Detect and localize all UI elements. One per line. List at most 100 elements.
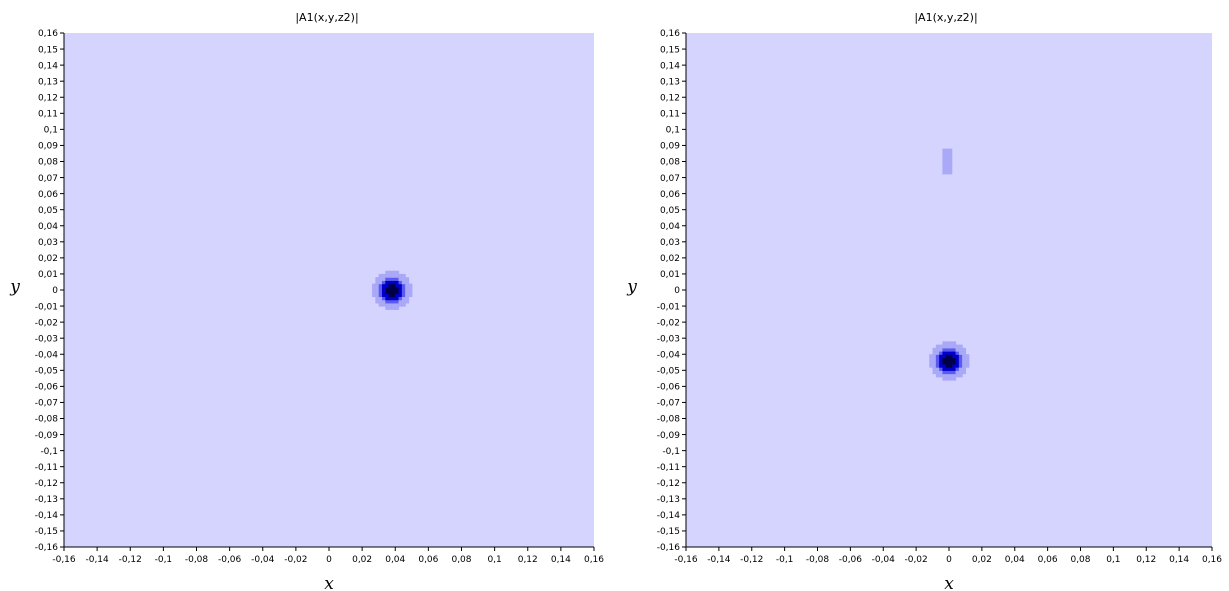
heatmap-cell <box>942 351 947 355</box>
heatmap-cell <box>391 277 396 281</box>
heatmap-cell <box>391 293 396 298</box>
heatmap-cell <box>401 299 406 304</box>
heatmap-cell <box>378 302 383 307</box>
heatmap-cell <box>398 299 403 304</box>
y-tick-label: -0,03 <box>35 334 58 344</box>
heatmap-cell <box>945 341 950 346</box>
heatmap-cell <box>952 373 957 378</box>
heatmap-cell <box>949 376 953 381</box>
x-tick-label: 0 <box>326 555 332 565</box>
y-tick-label: -0,16 <box>35 543 59 553</box>
x-tick-label: -0,04 <box>251 555 275 565</box>
heatmap-cell <box>375 280 380 285</box>
y-tick-label: -0,03 <box>657 334 680 344</box>
heatmap-cell <box>935 360 940 365</box>
heatmap-cell <box>955 370 960 375</box>
heatmap-cell <box>395 286 400 291</box>
heatmap-cell <box>401 283 406 288</box>
x-tick-label: 0,08 <box>1070 555 1090 565</box>
heatmap-cell <box>398 273 403 278</box>
heatmap-cell <box>935 363 940 368</box>
heatmap-cell <box>932 354 937 359</box>
heatmap-cell <box>952 376 957 381</box>
y-tick-label: 0,01 <box>38 270 58 280</box>
heatmap-cell <box>378 277 383 281</box>
heatmap-cell <box>375 296 380 301</box>
y-tick-label: -0,07 <box>657 399 680 409</box>
heatmap-cell <box>398 290 403 294</box>
heatmap-chart-left: |A1(x,y,z2)| -0,16 -0,14 -0,12 -0,1 -0,08 -0,0… <box>9 11 604 591</box>
heatmap-cell <box>935 351 940 355</box>
y-tick-label: -0,12 <box>35 479 58 489</box>
heatmap-cell <box>382 302 386 307</box>
heatmap-cell <box>385 283 390 288</box>
y-tick-label: 0,03 <box>38 238 58 248</box>
heatmap-cell <box>401 277 406 281</box>
y-tick-label: -0,04 <box>35 350 59 360</box>
heatmap-cells <box>929 148 970 381</box>
heatmap-cell <box>385 277 390 281</box>
y-tick-label: -0,06 <box>35 383 59 393</box>
heatmap-cell <box>958 351 963 355</box>
y-tick-label: -0,13 <box>657 495 680 505</box>
heatmap-cell <box>939 373 944 378</box>
heatmap-cell <box>955 367 960 371</box>
heatmap-cell <box>932 357 937 362</box>
heatmap-cell <box>408 283 413 288</box>
y-tick-label: 0,05 <box>660 206 680 216</box>
heatmap-cell <box>962 370 967 375</box>
heatmap-cell <box>395 293 400 298</box>
heatmap-cell <box>952 341 957 346</box>
heatmap-cell <box>382 277 386 281</box>
heatmap-cell <box>939 357 944 362</box>
heatmap-cell <box>388 286 393 291</box>
heatmap-cell <box>949 351 953 355</box>
heatmap-panel-left: |A1(x,y,z2)| -0,16 -0,14 -0,12 -0,1 -0,08 -0,0… <box>0 0 614 591</box>
x-tick-label: 0,14 <box>551 555 571 565</box>
heatmap-cell <box>945 376 950 381</box>
heatmap-cell <box>375 283 380 288</box>
heatmap-cell <box>388 270 393 275</box>
heatmap-cell <box>385 296 390 301</box>
heatmap-cell <box>388 280 393 285</box>
heatmap-cell <box>945 347 950 352</box>
heatmap-cell <box>942 363 947 368</box>
x-tick-label: 0,16 <box>584 555 604 565</box>
y-tick-label: 0,09 <box>38 142 58 152</box>
x-tick-label: -0,12 <box>740 555 763 565</box>
heatmap-cell <box>945 354 950 359</box>
heatmap-cell <box>375 299 380 304</box>
heatmap-cell <box>398 280 403 285</box>
y-tick-label: -0,08 <box>35 415 59 425</box>
plot-area <box>686 33 1212 547</box>
y-tick-label: 0,15 <box>660 45 680 55</box>
heatmap-cell <box>385 280 390 285</box>
heatmap-cell <box>391 306 396 310</box>
heatmap-cell <box>942 347 947 352</box>
heatmap-cell <box>398 286 403 291</box>
heatmap-cell <box>398 296 403 301</box>
heatmap-cell <box>935 357 940 362</box>
heatmap-cell <box>952 344 957 349</box>
heatmap-cell <box>949 367 953 371</box>
heatmap-cell <box>939 363 944 368</box>
heatmap-cell <box>949 360 953 365</box>
y-tick-label: -0,14 <box>657 511 681 521</box>
y-tick-label: 0,07 <box>660 174 680 184</box>
heatmap-cell <box>952 360 957 365</box>
heatmap-cell <box>932 347 937 352</box>
heatmap-cell <box>382 280 386 285</box>
heatmap-cell <box>388 302 393 307</box>
heatmap-cell <box>945 367 950 371</box>
heatmap-cell <box>955 363 960 368</box>
heatmap-cell <box>942 354 947 359</box>
heatmap-cell <box>391 299 396 304</box>
heatmap-chart-right: |A1(x,y,z2)| -0,16 -0,14 -0,12 -0,1 -0,08 -0,0… <box>626 11 1222 591</box>
heatmap-cell <box>962 363 967 368</box>
heatmap-cell <box>391 273 396 278</box>
heatmap-cell <box>382 273 386 278</box>
y-tick-label: 0,12 <box>660 93 680 103</box>
heatmap-cell <box>958 370 963 375</box>
heatmap-cell <box>939 360 944 365</box>
heatmap-cell <box>405 280 410 285</box>
